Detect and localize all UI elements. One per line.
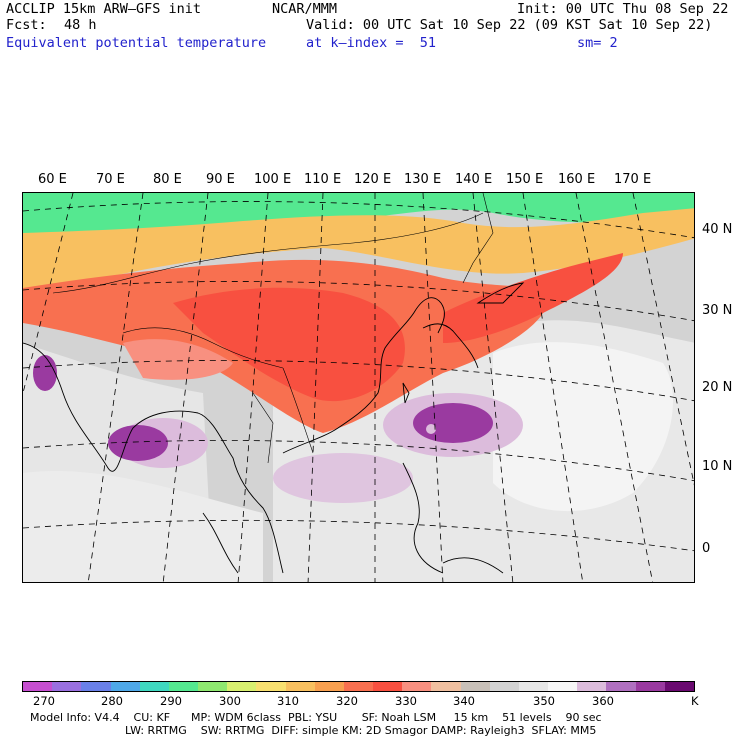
color-bar-segment bbox=[431, 682, 461, 691]
latlon-grid bbox=[23, 193, 694, 582]
lon-label-120e: 120 E bbox=[354, 172, 392, 187]
scs-halo bbox=[273, 453, 413, 503]
typhoon-core bbox=[413, 403, 493, 443]
color-bar-segment bbox=[256, 682, 286, 691]
color-bar-segment bbox=[343, 682, 374, 691]
borders bbox=[52, 193, 494, 464]
color-bar-segment bbox=[606, 682, 636, 691]
forecast-hour: 48 h bbox=[64, 17, 97, 33]
color-bar-segment bbox=[373, 682, 403, 691]
lat-label-30n: 30 N bbox=[702, 303, 733, 318]
theta-e-map bbox=[22, 192, 695, 583]
init-time: Init: 00 UTC Thu 08 Sep 22 bbox=[517, 1, 729, 17]
model-info-line1: Model Info: V4.4 CU: KF MP: WDM 6class P… bbox=[30, 711, 602, 724]
color-bar-segment bbox=[402, 682, 432, 691]
cbar-tick-330: 330 bbox=[395, 694, 417, 708]
cbar-unit: K bbox=[691, 694, 699, 708]
forecast-label: Fcst: bbox=[6, 17, 47, 33]
typhoon-eye bbox=[426, 424, 436, 434]
lon-label-90e: 90 E bbox=[206, 172, 235, 187]
lon-label-170e: 170 E bbox=[614, 172, 652, 187]
lon-label-70e: 70 E bbox=[96, 172, 125, 187]
cbar-tick-340: 340 bbox=[453, 694, 475, 708]
color-bar-segment bbox=[314, 682, 344, 691]
color-bar-segment bbox=[139, 682, 169, 691]
lon-label-160e: 160 E bbox=[558, 172, 596, 187]
color-bar-segment bbox=[635, 682, 665, 691]
center-label: NCAR/MMM bbox=[272, 1, 338, 17]
color-bar-segment bbox=[110, 682, 140, 691]
lon-label-60e: 60 E bbox=[38, 172, 67, 187]
color-bar-segment bbox=[227, 682, 257, 691]
cbar-tick-350: 350 bbox=[533, 694, 555, 708]
cool-band-region bbox=[23, 208, 694, 293]
model-title: ACCLIP 15km ARW—GFS init bbox=[6, 1, 202, 17]
lat-label-20n: 20 N bbox=[702, 380, 733, 395]
cbar-tick-310: 310 bbox=[277, 694, 299, 708]
cbar-tick-280: 280 bbox=[101, 694, 123, 708]
lon-label-110e: 110 E bbox=[304, 172, 342, 187]
lon-label-150e: 150 E bbox=[506, 172, 544, 187]
pacific-bright-region bbox=[493, 342, 673, 512]
cbar-tick-290: 290 bbox=[160, 694, 182, 708]
color-bar-segment bbox=[198, 682, 228, 691]
cbar-tick-320: 320 bbox=[336, 694, 358, 708]
lat-label-40n: 40 N bbox=[702, 222, 733, 237]
color-bar-segment bbox=[460, 682, 490, 691]
lon-label-80e: 80 E bbox=[153, 172, 182, 187]
color-bar-segment bbox=[285, 682, 315, 691]
cold-north-region bbox=[23, 193, 694, 248]
level-label: at k—index = 51 bbox=[306, 35, 437, 51]
lon-label-140e: 140 E bbox=[455, 172, 493, 187]
color-bar bbox=[22, 681, 695, 692]
smoothing-label: sm= 2 bbox=[577, 35, 618, 51]
cbar-tick-270: 270 bbox=[33, 694, 55, 708]
southern-moist-region bbox=[23, 471, 263, 582]
lon-label-100e: 100 E bbox=[254, 172, 292, 187]
lon-label-130e: 130 E bbox=[404, 172, 442, 187]
india-warm-region bbox=[123, 339, 233, 380]
color-bar-segment bbox=[518, 682, 549, 691]
color-bar-segment bbox=[548, 682, 578, 691]
cbar-tick-300: 300 bbox=[219, 694, 241, 708]
color-bar-segment bbox=[489, 682, 519, 691]
cbar-tick-360: 360 bbox=[592, 694, 614, 708]
lat-label-10n: 10 N bbox=[702, 459, 733, 474]
lat-label-0: 0 bbox=[702, 541, 711, 556]
bay-of-bengal-core bbox=[108, 425, 168, 461]
color-bar-segment bbox=[577, 682, 607, 691]
valid-time: Valid: 00 UTC Sat 10 Sep 22 (09 KST Sat … bbox=[306, 17, 713, 33]
hot-continent-core bbox=[173, 287, 405, 402]
color-bar-segment bbox=[664, 682, 694, 691]
arabian-core bbox=[33, 355, 57, 391]
color-bar-segment bbox=[52, 682, 82, 691]
model-info-line2: LW: RRTMG SW: RRTMG DIFF: simple KM: 2D … bbox=[125, 724, 597, 737]
color-bar-segment bbox=[168, 682, 199, 691]
color-bar-segment bbox=[23, 682, 53, 691]
field-name: Equivalent potential temperature bbox=[6, 35, 267, 51]
color-bar-segment bbox=[81, 682, 111, 691]
coastlines bbox=[23, 282, 525, 574]
